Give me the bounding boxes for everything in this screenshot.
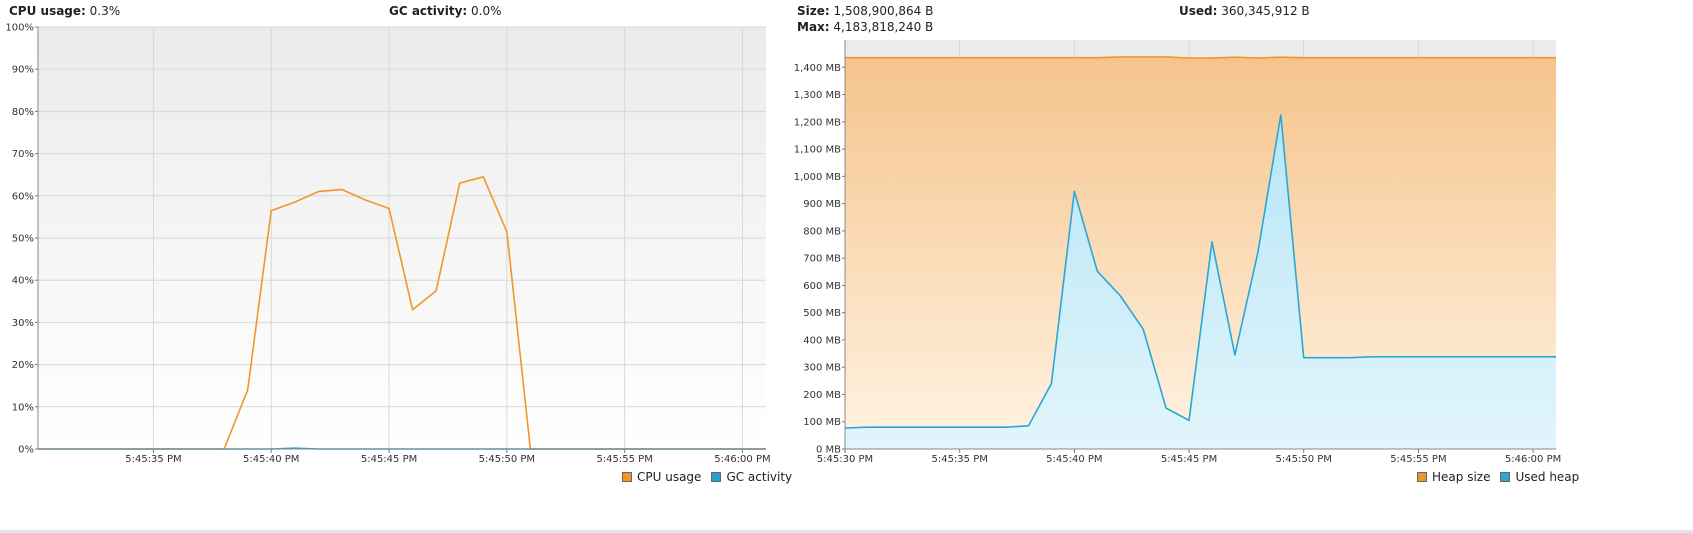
legend-label-heap-size: Heap size	[1432, 470, 1491, 484]
legend-label-used-heap: Used heap	[1515, 470, 1580, 484]
heap-chart-xtick-label: 5:46:00 PM	[1505, 454, 1561, 465]
legend-label-cpu-usage: CPU usage	[637, 470, 702, 484]
cpu-chart-ytick-label: 60%	[12, 191, 34, 202]
heap-size-value: 1,508,900,864 B	[833, 4, 934, 18]
gc-activity-swatch	[711, 472, 722, 482]
used-heap-readout: Used: 360,345,912 B	[1179, 4, 1310, 18]
cpu-chart-ytick-label: 40%	[12, 276, 34, 287]
legend-item-cpu-usage: CPU usage	[622, 470, 701, 484]
heap-chart-ytick-label: 1,200 MB	[794, 117, 841, 128]
cpu-chart-ytick-label: 80%	[12, 107, 34, 118]
heap-chart-ytick-label: 1,000 MB	[794, 172, 841, 183]
cpu-chart-ytick-label: 30%	[12, 318, 34, 329]
heap-chart-xtick-label: 5:45:50 PM	[1276, 454, 1332, 465]
heap-chart-ytick-label: 1,100 MB	[794, 145, 841, 156]
heap-size-line	[845, 56, 1556, 59]
cpu-chart-xtick-label: 5:45:50 PM	[479, 454, 535, 465]
heap-chart-xtick-label: 5:45:35 PM	[931, 454, 987, 465]
legend-item-used-heap: Used heap	[1500, 470, 1579, 484]
cpu-chart-xtick-label: 5:46:00 PM	[714, 454, 770, 465]
heap-size-label: Size:	[797, 4, 830, 18]
used-heap-swatch	[1500, 472, 1511, 482]
heap-max-label: Max:	[797, 20, 830, 34]
cpu-usage-readout: CPU usage: 0.3%	[9, 4, 120, 18]
bottom-border	[0, 530, 1693, 533]
cpu-chart-xtick-label: 5:45:55 PM	[596, 454, 652, 465]
heap-size-readout: Size: 1,508,900,864 B	[797, 4, 933, 18]
heap-chart-ytick-label: 200 MB	[803, 390, 841, 401]
heap-chart-legend: Heap size Used heap	[1417, 470, 1579, 484]
legend-item-heap-size: Heap size	[1417, 470, 1490, 484]
cpu-chart-ytick-label: 0%	[18, 445, 34, 456]
cpu-chart-ytick-label: 50%	[12, 234, 34, 245]
cpu-chart-ytick-label: 20%	[12, 360, 34, 371]
heap-chart-ytick-label: 300 MB	[803, 363, 841, 374]
heap-max-value: 4,183,818,240 B	[833, 20, 934, 34]
heap-chart-ytick-label: 700 MB	[803, 254, 841, 265]
cpu-chart-xtick-label: 5:45:35 PM	[125, 454, 181, 465]
heap-chart-ytick-label: 600 MB	[803, 281, 841, 292]
heap-chart-group: 0 MB 100 MB 200 MB 300 MB 400 MB 500 MB 600 MB…	[794, 40, 1561, 465]
heap-chart-ytick-label: 900 MB	[803, 199, 841, 210]
gc-activity-readout: GC activity: 0.0%	[389, 4, 502, 18]
cpu-chart-ytick-label: 10%	[12, 402, 34, 413]
heap-chart-ytick-label: 500 MB	[803, 308, 841, 319]
cpu-chart-ytick-label: 90%	[12, 65, 34, 76]
heap-chart-xtick-label: 5:45:30 PM	[817, 454, 873, 465]
heap-chart-xtick-label: 5:45:45 PM	[1161, 454, 1217, 465]
heap-chart-ytick-label: 800 MB	[803, 226, 841, 237]
heap-size-swatch	[1417, 472, 1427, 482]
cpu-usage-swatch	[622, 472, 632, 482]
cpu-usage-line	[38, 176, 766, 450]
legend-label-gc-activity: GC activity	[726, 470, 793, 484]
used-heap-area	[845, 114, 1556, 449]
cpu-chart-group: 0% 10% 20% 30% 40% 50% 60% 70% 80% 90% 100% 5:45:35…	[5, 23, 770, 466]
heap-size-area	[845, 56, 1556, 449]
heap-max-readout: Max: 4,183,818,240 B	[797, 20, 933, 34]
used-heap-line	[844, 114, 1556, 429]
cpu-usage-value: 0.3%	[89, 4, 121, 18]
heap-chart-ytick-label: 1,300 MB	[794, 90, 841, 101]
heap-chart-ytick-label: 0 MB	[816, 445, 841, 456]
cpu-chart-ytick-label: 100%	[5, 23, 34, 34]
heap-chart-ytick-label: 100 MB	[803, 417, 841, 428]
cpu-chart-xtick-label: 5:45:40 PM	[243, 454, 299, 465]
used-heap-value: 360,345,912 B	[1221, 4, 1310, 18]
heap-chart-xtick-label: 5:45:40 PM	[1046, 454, 1102, 465]
cpu-chart-xtick-label: 5:45:45 PM	[361, 454, 417, 465]
heap-chart-ytick-label: 1,400 MB	[794, 63, 841, 74]
gc-activity-value: 0.0%	[471, 4, 502, 18]
cpu-chart-legend: CPU usage GC activity	[622, 470, 792, 484]
heap-chart-ytick-label: 400 MB	[803, 335, 841, 346]
heap-chart-xtick-label: 5:45:55 PM	[1390, 454, 1446, 465]
legend-item-gc-activity: GC activity	[711, 470, 792, 484]
gc-activity-label: GC activity:	[389, 4, 468, 18]
cpu-usage-label: CPU usage:	[9, 4, 86, 18]
cpu-chart-ytick-label: 70%	[12, 149, 34, 160]
used-heap-label: Used:	[1179, 4, 1218, 18]
